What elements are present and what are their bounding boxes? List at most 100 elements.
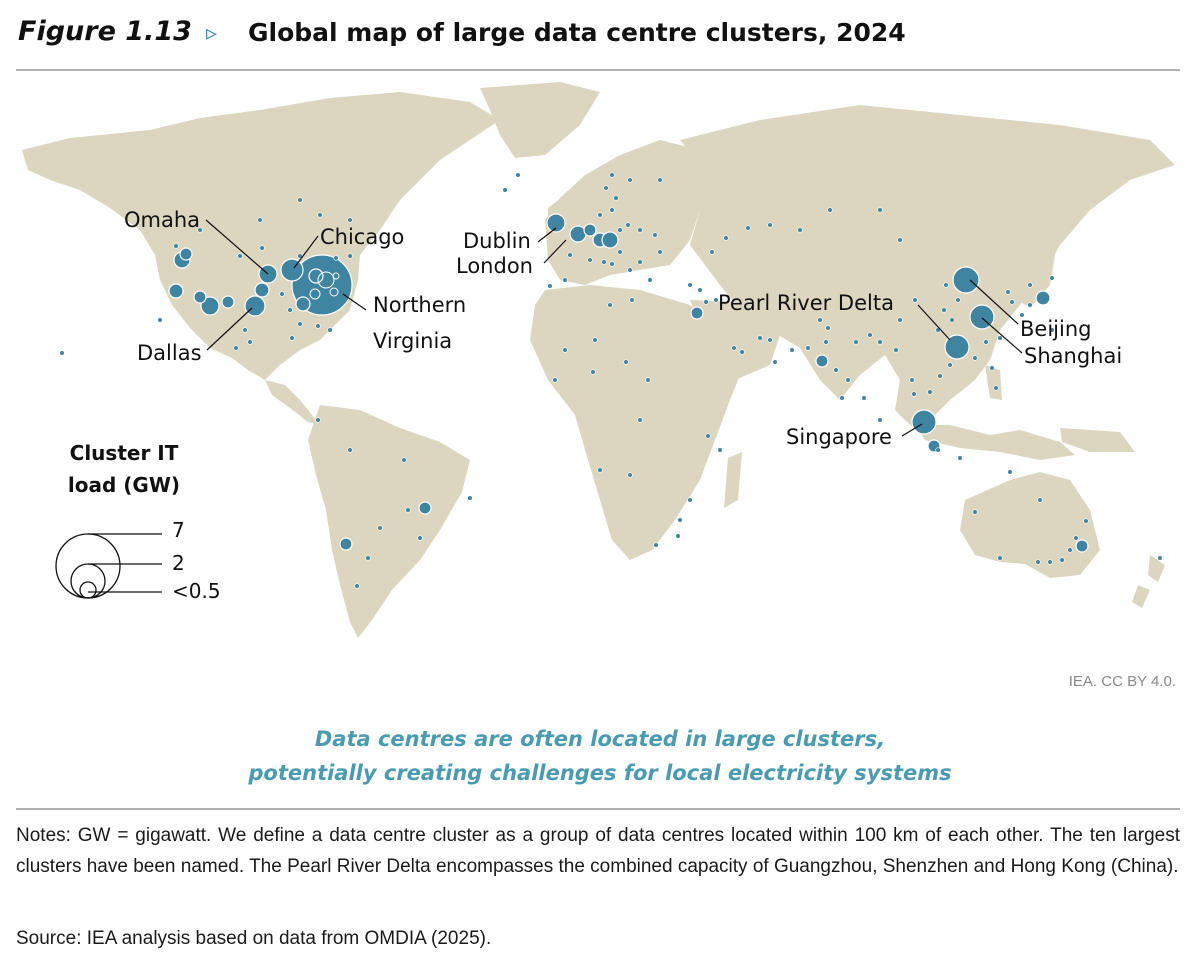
cluster-bubble-small — [697, 287, 703, 293]
world-map: Omaha Chicago Dallas Northern Virginia D… — [22, 82, 1175, 638]
cluster-bubble-small — [789, 347, 795, 353]
cluster-bubble — [179, 247, 193, 261]
cluster-bubble-small — [675, 533, 681, 539]
figure-header: Figure 1.13 ▹ Global map of large data c… — [16, 12, 1180, 56]
cluster-bubble-small — [893, 347, 899, 353]
cluster-bubble-small — [731, 345, 737, 351]
cluster-bubble-small — [897, 317, 903, 323]
cluster-bubble-small — [767, 337, 773, 343]
label-singapore: Singapore — [786, 425, 892, 449]
cluster-bubble-small — [703, 299, 709, 305]
legend-circle-2gw — [70, 563, 106, 599]
cluster-bubble-small — [997, 335, 1003, 341]
cluster-bubble-small — [935, 447, 941, 453]
bottom-divider — [16, 808, 1180, 810]
leader-northern-virginia — [342, 293, 367, 311]
cluster-bubble-small — [417, 535, 423, 541]
cluster-bubble — [815, 354, 829, 368]
cluster-bubble-small — [717, 447, 723, 453]
legend-circle-under-0-5gw — [79, 581, 97, 599]
cluster-bubble-small — [845, 377, 851, 383]
land-masses — [22, 82, 1175, 638]
cluster-bubble — [339, 537, 353, 551]
cluster-bubble-small — [767, 222, 773, 228]
cluster-bubble-small — [609, 207, 615, 213]
cluster-bubble-small — [617, 227, 623, 233]
cluster-bubble-small — [562, 347, 568, 353]
cluster-bubble — [690, 306, 704, 320]
cluster-inner-ring — [309, 288, 321, 300]
land-australia — [960, 472, 1100, 578]
cluster-bubble-small — [687, 497, 693, 503]
label-northern-virginia-line1: Northern — [373, 293, 466, 317]
top-divider — [16, 69, 1180, 71]
cluster-bubble-small — [853, 339, 859, 345]
cluster-bubble-small — [677, 517, 683, 523]
cluster-bubble-small — [590, 369, 596, 375]
cluster-bubble-small — [739, 349, 745, 355]
cluster-bubble-small — [972, 355, 978, 361]
land-southeast-asia — [895, 380, 1075, 460]
cluster-bubble-small — [947, 362, 953, 368]
cluster-bubble-small — [861, 395, 867, 401]
cluster-bubble — [1035, 290, 1051, 306]
leader-shanghai — [981, 317, 1023, 354]
cluster-bubble-small — [1027, 302, 1033, 308]
land-europe — [545, 140, 715, 285]
cluster-bubble-small — [59, 350, 65, 356]
cluster-bubble-small — [597, 467, 603, 473]
cluster-bubble — [193, 290, 207, 304]
figure-source: Source: IEA analysis based on data from … — [16, 928, 492, 949]
cluster-bubble-small — [1073, 535, 1079, 541]
cluster-bubble-small — [653, 542, 659, 548]
label-shanghai: Shanghai — [1024, 344, 1122, 368]
cluster-bubble-small — [745, 225, 751, 231]
cluster-bubble-small — [629, 297, 635, 303]
cluster-bubble-small — [825, 325, 831, 331]
cluster-bubble-small — [657, 177, 663, 183]
cluster-bubble — [944, 334, 970, 360]
cluster-bubble — [601, 231, 619, 249]
license-credit: IEA. CC BY 4.0. — [1068, 673, 1176, 690]
cluster-bubble-small — [877, 339, 883, 345]
land-asia — [680, 105, 1175, 420]
label-pearl-river-delta: Pearl River Delta — [718, 291, 894, 315]
cluster-bubble-small — [377, 525, 383, 531]
cluster-bubble-small — [405, 507, 411, 513]
cluster-bubble-small — [827, 207, 833, 213]
legend-label-under-0-5gw: <0.5 — [172, 579, 221, 603]
cluster-bubble-small — [627, 472, 633, 478]
cluster-bubble-small — [955, 297, 961, 303]
cluster-bubble-small — [365, 555, 371, 561]
cluster-bubble-small — [237, 253, 243, 259]
land-new-zealand — [1132, 555, 1165, 608]
cluster-bubble-small — [197, 227, 203, 233]
cluster-bubble-small — [772, 359, 778, 365]
cluster-bubble-small — [817, 317, 823, 323]
land-madagascar — [724, 452, 742, 508]
land-africa — [530, 285, 748, 560]
cluster-bubble-small — [637, 259, 643, 265]
leader-chicago — [293, 235, 319, 269]
cluster-bubble-small — [515, 172, 521, 178]
cluster-bubble-small — [547, 283, 553, 289]
leader-dallas — [206, 307, 253, 351]
cluster-bubble-small — [613, 195, 619, 201]
cluster-bubble-small — [623, 359, 629, 365]
cluster-bubble-small — [805, 345, 811, 351]
cluster-bubble-small — [823, 339, 829, 345]
cluster-bubble-small — [259, 245, 265, 251]
city-labels: Omaha Chicago Dallas Northern Virginia D… — [124, 208, 1122, 449]
cluster-bubble-small — [317, 212, 323, 218]
cluster-bubble-small — [943, 282, 949, 288]
cluster-bubble-small — [1019, 312, 1025, 318]
cluster-bubble-small — [867, 332, 873, 338]
cluster-bubble-small — [617, 249, 623, 255]
cluster-bubble-small — [625, 222, 631, 228]
cluster-bubble-small — [603, 185, 609, 191]
cluster-bubble-small — [1005, 289, 1011, 295]
cluster-bubble-small — [627, 177, 633, 183]
cluster-bubble-small — [347, 217, 353, 223]
cluster-bubble-small — [354, 583, 360, 589]
cluster-bubble-small — [315, 323, 321, 329]
